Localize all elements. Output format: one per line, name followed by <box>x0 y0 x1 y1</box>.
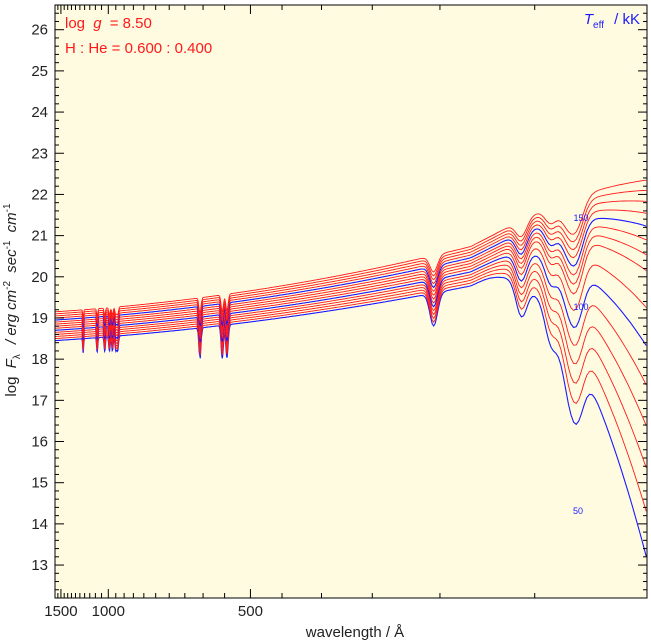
y-tick-label: 19 <box>31 310 48 327</box>
y-axis: 13 14 15 16 17 18 19 20 21 22 23 24 25 26 <box>31 4 647 599</box>
spectrum-curve <box>55 276 647 557</box>
spectrum-curve <box>55 268 647 468</box>
y-tick-label: 15 <box>31 475 48 492</box>
curve-label-150: 150 <box>573 213 588 223</box>
spectrum-curve <box>55 226 647 330</box>
teff-var: T <box>584 11 595 28</box>
y-tick-label: 17 <box>31 392 48 409</box>
x-axis: 1500 1000 500 <box>44 5 536 620</box>
y-tick-label: 20 <box>31 269 48 286</box>
y-tick-label: 25 <box>31 63 48 80</box>
composition-annotation: H : He = 0.600 : 0.400 <box>65 40 212 57</box>
y-tick-label: 26 <box>31 22 48 39</box>
spectrum-curve <box>55 241 647 336</box>
spectrum-curve <box>55 209 647 327</box>
y-title-log: log <box>3 377 20 397</box>
spectrum-curve <box>54 189 647 322</box>
spectrum-curve <box>55 179 647 319</box>
y-title-exp1: -2 <box>2 281 13 290</box>
teff-annotation: Teff / kK <box>584 11 640 32</box>
plot-background <box>55 5 647 598</box>
spectrum-curve <box>55 200 647 324</box>
teff-unit: / kK <box>614 11 640 28</box>
y-tick-label: 21 <box>31 228 48 245</box>
curve-label-100: 100 <box>573 302 588 312</box>
spectrum-curve <box>55 235 647 333</box>
logg-prefix: log <box>65 15 85 32</box>
y-title-exp2: -1 <box>2 240 13 249</box>
y-tick-label: 13 <box>31 557 48 574</box>
spectral-curves <box>54 179 647 557</box>
y-title-units: / erg cm <box>3 290 20 345</box>
logg-annotation: log g = 8.50 <box>65 15 152 32</box>
y-tick-label: 23 <box>31 145 48 162</box>
y-axis-title: log Fλ / erg cm-2 sec-1 cm-1 <box>0 203 24 397</box>
x-tick-label: 1500 <box>44 603 77 620</box>
y-title-cm: cm <box>3 212 20 232</box>
y-title-f-sub: λ <box>12 354 23 359</box>
spectrum-curve <box>54 248 647 339</box>
curve-label-50: 50 <box>573 506 583 516</box>
y-title-sec: sec <box>3 249 20 273</box>
y-title-f: F <box>3 358 20 368</box>
spectrum-curve <box>55 255 647 346</box>
y-tick-label: 14 <box>31 516 48 533</box>
x-tick-label: 1000 <box>92 603 125 620</box>
y-tick-label: 18 <box>31 351 48 368</box>
spectrum-curve <box>54 272 647 512</box>
logg-value: = 8.50 <box>110 15 152 32</box>
y-tick-label: 24 <box>31 104 48 121</box>
y-title-exp3: -1 <box>2 203 13 212</box>
x-tick-label: 500 <box>238 603 263 620</box>
spectrum-curve <box>55 217 647 328</box>
teff-sub: eff <box>593 20 604 31</box>
curve-labels: 150 100 50 <box>573 213 589 516</box>
y-tick-label: 16 <box>31 434 48 451</box>
logg-var: g <box>93 15 102 32</box>
y-tick-label: 22 <box>31 186 48 203</box>
spectrum-curve <box>55 264 647 426</box>
spectrum-curve <box>55 260 647 386</box>
x-axis-title: wavelength / Å <box>305 624 404 641</box>
